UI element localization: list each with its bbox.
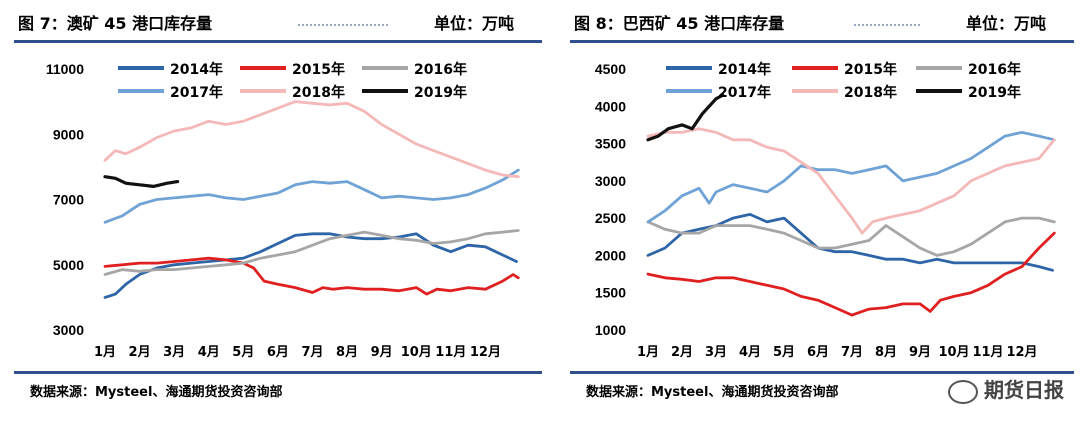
unit-label: 单位：万吨 [965, 14, 1046, 33]
y-tick-label: 1500 [595, 285, 626, 301]
bottom-rule [570, 371, 1074, 374]
chart-title: 图 7：澳矿 45 港口库存量 [18, 14, 213, 33]
series-line-2016年 [103, 229, 520, 276]
legend-label: 2016年 [968, 61, 1021, 78]
y-tick-label: 5000 [53, 257, 84, 273]
series-line-2017年 [103, 168, 520, 224]
x-tick-label: 12月 [1006, 345, 1037, 360]
legend-label: 2017年 [718, 84, 771, 101]
legend-label: 2015年 [292, 61, 345, 78]
legend-label: 2014年 [718, 61, 771, 78]
top-rule [14, 40, 542, 43]
title-dotted-leader [298, 24, 388, 26]
legend-label: 2019年 [968, 84, 1021, 101]
x-tick-label: 5月 [773, 345, 795, 360]
y-tick-label: 1000 [595, 322, 626, 338]
series-line-2017年 [646, 131, 1056, 224]
series-line-2015年 [646, 231, 1056, 317]
x-tick-label: 11月 [972, 345, 1003, 360]
chart-panel-right: 图 8：巴西矿 45 港口库存量 单位：万吨 4500 4000 3500 3000 2… [556, 0, 1080, 437]
legend-label: 2019年 [414, 84, 467, 101]
x-tick-label: 2月 [671, 345, 693, 360]
x-tick-label: 1月 [637, 345, 659, 360]
legend-label: 2015年 [844, 61, 897, 78]
line-chart-brazil: 4500 4000 3500 3000 2500 2000 1500 1000 1月 2月 3月 4月… [595, 61, 1056, 360]
x-tick-label: 9月 [909, 345, 931, 360]
legend-label: 2018年 [292, 84, 345, 101]
series-line-2018年 [103, 100, 520, 179]
y-tick-label: 11000 [46, 61, 84, 77]
x-tick-label: 4月 [739, 345, 761, 360]
chart-header: 图 8：巴西矿 45 港口库存量 单位：万吨 [574, 10, 1070, 33]
series-line-2019年 [103, 175, 180, 188]
y-tick-label: 3000 [53, 322, 84, 338]
x-tick-label: 7月 [841, 345, 863, 360]
watermark: 期货日报 [948, 374, 1064, 404]
chart-panel-left: 图 7：澳矿 45 港口库存量 单位：万吨 11000 9000 7000 5000 3… [14, 10, 542, 400]
x-tick-label: 2月 [129, 345, 151, 360]
series-line-2014年 [103, 232, 518, 299]
wechat-icon [948, 379, 978, 404]
series-line-2014年 [646, 213, 1054, 272]
x-tick-label: 6月 [807, 345, 829, 360]
x-tick-label: 4月 [198, 345, 220, 360]
source-note: 数据来源：Mysteel、海通期货投资咨询部 [30, 385, 283, 400]
x-tick-label: 6月 [267, 345, 289, 360]
bottom-rule [14, 371, 542, 374]
y-tick-label: 3500 [595, 136, 626, 152]
series-line-2016年 [646, 216, 1056, 257]
y-tick-label: 9000 [53, 126, 84, 142]
x-tick-label: 8月 [875, 345, 897, 360]
legend-label: 2017年 [170, 84, 223, 101]
chart-title: 图 8：巴西矿 45 港口库存量 [574, 14, 785, 33]
x-tick-label: 7月 [301, 345, 323, 360]
y-tick-label: 7000 [53, 192, 84, 208]
series-line-2018年 [646, 127, 1056, 235]
chart-header: 图 7：澳矿 45 港口库存量 单位：万吨 [18, 10, 538, 33]
watermark-text: 期货日报 [984, 378, 1064, 402]
x-tick-label: 1月 [94, 345, 116, 360]
y-tick-label: 4000 [595, 98, 626, 114]
y-tick-label: 3000 [595, 173, 626, 189]
top-rule [570, 40, 1074, 43]
source-note: 数据来源：Mysteel、海通期货投资咨询部 [586, 385, 839, 400]
x-tick-label: 10月 [938, 345, 969, 360]
x-tick-label: 3月 [163, 345, 185, 360]
legend-label: 2014年 [170, 61, 223, 78]
y-tick-label: 4500 [595, 61, 626, 77]
y-tick-label: 2500 [595, 210, 626, 226]
title-dotted-leader [854, 24, 920, 26]
x-tick-label: 11月 [435, 345, 466, 360]
unit-label: 单位：万吨 [433, 14, 514, 33]
y-tick-label: 2000 [595, 247, 626, 263]
series-line-2019年 [646, 93, 725, 142]
x-tick-label: 8月 [336, 345, 358, 360]
x-tick-label: 12月 [470, 345, 501, 360]
x-tick-label: 3月 [705, 345, 727, 360]
series-line-2015年 [103, 256, 520, 296]
legend-label: 2018年 [844, 84, 897, 101]
line-chart-australia: 11000 9000 7000 5000 3000 1月 2月 3月 4月 5月 6月 7月 8月 9月 1… [46, 61, 520, 360]
x-tick-label: 5月 [232, 345, 254, 360]
x-tick-label: 9月 [371, 345, 393, 360]
legend-label: 2016年 [414, 61, 467, 78]
x-tick-label: 10月 [401, 345, 432, 360]
